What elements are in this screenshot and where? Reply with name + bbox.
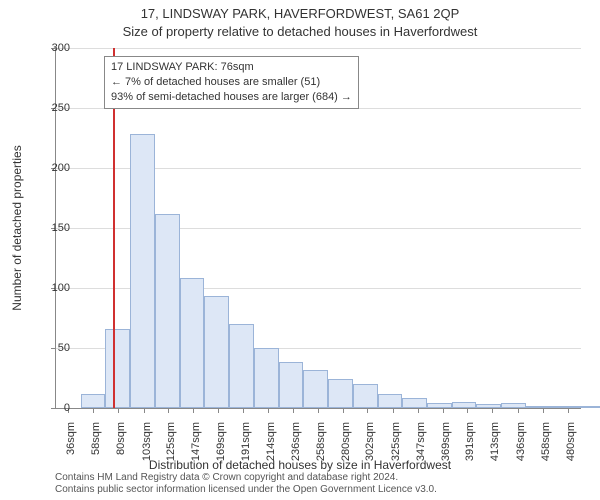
x-tick-label: 258sqm: [315, 422, 327, 461]
x-tick-mark: [418, 408, 419, 413]
histogram-bar: [204, 296, 229, 408]
chart-title-sub: Size of property relative to detached ho…: [0, 24, 600, 39]
x-tick-mark: [293, 408, 294, 413]
x-tick-label: 391sqm: [464, 422, 476, 461]
histogram-bar: [229, 324, 254, 408]
histogram-bar: [353, 384, 378, 408]
histogram-bar: [526, 406, 551, 408]
plot-area: 17 LINDSWAY PARK: 76sqm ← 7% of detached…: [55, 48, 581, 409]
x-tick-mark: [492, 408, 493, 413]
y-tick-label: 250: [30, 102, 70, 114]
x-tick-mark: [193, 408, 194, 413]
x-tick-mark: [543, 408, 544, 413]
x-tick-mark: [268, 408, 269, 413]
x-tick-label: 103sqm: [141, 422, 153, 461]
histogram-bar: [279, 362, 304, 408]
histogram-bar: [402, 398, 427, 408]
x-tick-label: 125sqm: [165, 422, 177, 461]
histogram-bar: [180, 278, 205, 408]
x-tick-mark: [443, 408, 444, 413]
x-tick-mark: [518, 408, 519, 413]
histogram-bar: [328, 379, 353, 408]
y-tick-label: 200: [30, 162, 70, 174]
footer-attribution: Contains HM Land Registry data © Crown c…: [55, 472, 437, 496]
x-tick-label: 302sqm: [364, 422, 376, 461]
x-tick-label: 436sqm: [515, 422, 527, 461]
x-tick-mark: [93, 408, 94, 413]
x-tick-label: 480sqm: [565, 422, 577, 461]
y-tick-label: 150: [30, 222, 70, 234]
histogram-bar: [501, 403, 526, 408]
x-tick-label: 369sqm: [440, 422, 452, 461]
x-tick-label: 325sqm: [390, 422, 402, 461]
y-axis-label: Number of detached properties: [10, 145, 24, 310]
gridline: [56, 48, 581, 49]
y-tick-label: 100: [30, 282, 70, 294]
chart-title-main: 17, LINDSWAY PARK, HAVERFORDWEST, SA61 2…: [0, 6, 600, 21]
x-tick-label: 413sqm: [489, 422, 501, 461]
x-tick-label: 236sqm: [290, 422, 302, 461]
x-tick-mark: [218, 408, 219, 413]
chart-container: 17, LINDSWAY PARK, HAVERFORDWEST, SA61 2…: [0, 0, 600, 500]
x-tick-label: 58sqm: [90, 422, 102, 455]
histogram-bar: [130, 134, 155, 408]
x-tick-label: 147sqm: [190, 422, 202, 461]
x-tick-label: 169sqm: [215, 422, 227, 461]
info-box-line3: 93% of semi-detached houses are larger (…: [111, 90, 352, 105]
histogram-bar: [155, 214, 180, 408]
info-box-line2: ← 7% of detached houses are smaller (51): [111, 75, 352, 90]
x-tick-label: 80sqm: [115, 422, 127, 455]
x-tick-mark: [118, 408, 119, 413]
footer-line2: Contains public sector information licen…: [55, 484, 437, 496]
x-tick-label: 36sqm: [65, 422, 77, 455]
x-tick-mark: [393, 408, 394, 413]
histogram-bar: [378, 394, 403, 408]
x-tick-mark: [144, 408, 145, 413]
histogram-bar: [551, 406, 576, 408]
x-tick-mark: [367, 408, 368, 413]
histogram-bar: [575, 406, 600, 408]
x-tick-label: 458sqm: [540, 422, 552, 461]
y-tick-label: 50: [30, 342, 70, 354]
y-tick-label: 0: [30, 402, 70, 414]
x-tick-label: 191sqm: [240, 422, 252, 461]
x-tick-mark: [343, 408, 344, 413]
x-tick-label: 347sqm: [415, 422, 427, 461]
histogram-bar: [105, 329, 130, 408]
histogram-bar: [427, 403, 452, 408]
x-tick-label: 280sqm: [340, 422, 352, 461]
histogram-bar: [254, 348, 279, 408]
info-box-line1: 17 LINDSWAY PARK: 76sqm: [111, 60, 352, 75]
info-box: 17 LINDSWAY PARK: 76sqm ← 7% of detached…: [104, 56, 359, 109]
x-tick-mark: [568, 408, 569, 413]
histogram-bar: [81, 394, 106, 408]
x-tick-mark: [168, 408, 169, 413]
histogram-bar: [476, 404, 501, 408]
x-tick-label: 214sqm: [265, 422, 277, 461]
x-tick-mark: [318, 408, 319, 413]
x-tick-mark: [243, 408, 244, 413]
footer-line1: Contains HM Land Registry data © Crown c…: [55, 472, 437, 484]
histogram-bar: [303, 370, 328, 408]
y-tick-label: 300: [30, 42, 70, 54]
x-tick-mark: [467, 408, 468, 413]
histogram-bar: [452, 402, 477, 408]
